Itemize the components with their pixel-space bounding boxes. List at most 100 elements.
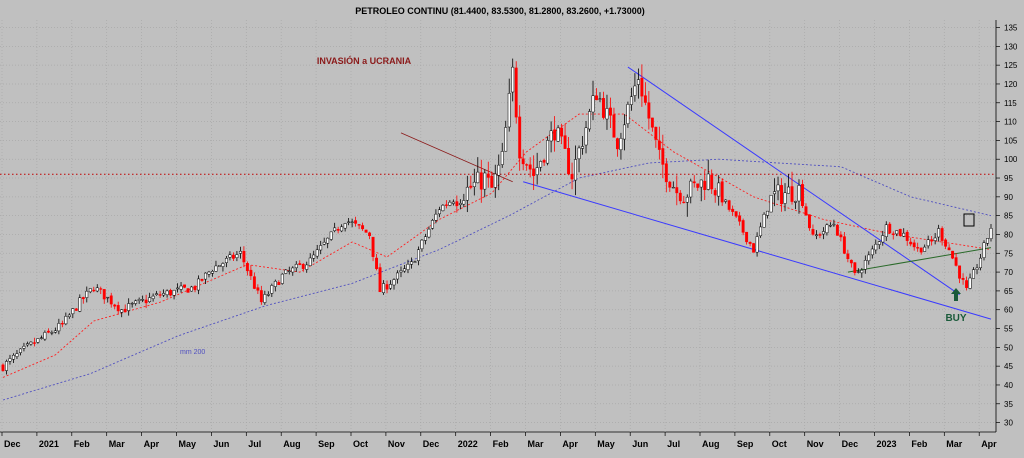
candle-body bbox=[123, 308, 127, 312]
candle-body bbox=[853, 262, 857, 274]
candle-body bbox=[427, 228, 431, 238]
y-tick-label: 50 bbox=[1004, 343, 1013, 352]
candle-body bbox=[636, 79, 640, 85]
candle-body bbox=[979, 257, 982, 269]
y-tick-label: 75 bbox=[1004, 249, 1013, 258]
candle-body bbox=[664, 163, 668, 183]
candle-body bbox=[891, 233, 895, 235]
candle-body bbox=[755, 236, 759, 253]
candle-body bbox=[727, 200, 731, 210]
candle-body bbox=[71, 308, 75, 315]
candle-body bbox=[378, 267, 382, 293]
candle-body bbox=[218, 265, 221, 267]
candle-body bbox=[347, 221, 351, 223]
candle-body bbox=[148, 297, 152, 302]
candle-body bbox=[745, 231, 749, 243]
candle-body bbox=[675, 187, 679, 194]
candles bbox=[1, 58, 993, 375]
candle-body bbox=[528, 164, 532, 170]
candle-body bbox=[909, 241, 913, 245]
candle-body bbox=[947, 247, 951, 251]
candle-body bbox=[8, 358, 12, 362]
y-tick-label: 35 bbox=[1004, 400, 1013, 409]
candle-body bbox=[951, 250, 955, 259]
candle-body bbox=[315, 249, 319, 257]
x-tick-label: Jun bbox=[632, 439, 648, 449]
candle-body bbox=[867, 254, 871, 262]
y-tick-label: 110 bbox=[1004, 118, 1017, 127]
candle-body bbox=[193, 286, 197, 291]
candle-body bbox=[179, 285, 183, 290]
x-tick-label: Dec bbox=[423, 439, 440, 449]
candle-body bbox=[643, 95, 647, 103]
candle-body bbox=[591, 95, 595, 113]
candle-body bbox=[176, 287, 180, 290]
candle-body bbox=[860, 269, 864, 274]
candle-body bbox=[382, 283, 385, 293]
candle-body bbox=[748, 241, 752, 244]
candle-body bbox=[916, 247, 920, 249]
candle-body bbox=[759, 226, 763, 237]
y-tick-label: 125 bbox=[1004, 61, 1018, 70]
candle-body bbox=[406, 263, 410, 270]
candle-body bbox=[50, 332, 54, 334]
ma-label: mm 200 bbox=[180, 349, 205, 356]
candle-body bbox=[214, 265, 218, 272]
candle-body bbox=[504, 127, 508, 152]
candle-body bbox=[584, 127, 588, 146]
candle-body bbox=[570, 173, 574, 180]
candle-body bbox=[350, 221, 354, 223]
candle-body bbox=[399, 270, 403, 273]
candle-body bbox=[640, 77, 644, 97]
candle-body bbox=[717, 182, 721, 197]
candle-body bbox=[361, 225, 365, 230]
candle-body bbox=[650, 117, 654, 128]
candle-body bbox=[954, 257, 958, 266]
candle-body bbox=[720, 181, 724, 203]
candle-body bbox=[211, 271, 214, 274]
candle-body bbox=[961, 277, 965, 280]
candle-body bbox=[598, 98, 602, 100]
candle-body bbox=[231, 254, 235, 259]
candle-body bbox=[92, 289, 96, 292]
candle-body bbox=[902, 232, 906, 237]
candle-body bbox=[476, 171, 480, 184]
candle-body bbox=[500, 151, 504, 165]
candle-body bbox=[326, 237, 330, 244]
candle-body bbox=[228, 254, 232, 258]
upper-trendline bbox=[627, 66, 960, 296]
event-pointer-line bbox=[400, 132, 513, 183]
buy-label: BUY bbox=[945, 313, 966, 324]
y-tick-label: 130 bbox=[1004, 42, 1018, 51]
candle-body bbox=[790, 186, 794, 202]
candle-body bbox=[298, 263, 302, 265]
candle-body bbox=[204, 272, 207, 280]
candle-body bbox=[186, 288, 190, 293]
candle-body bbox=[88, 288, 92, 293]
candle-body bbox=[647, 102, 651, 119]
support-trendline bbox=[847, 247, 992, 273]
candle-body bbox=[357, 224, 361, 226]
candle-body bbox=[322, 241, 326, 245]
candle-body bbox=[972, 269, 975, 279]
candle-body bbox=[923, 246, 927, 252]
candle-body bbox=[731, 208, 735, 212]
candle-body bbox=[521, 158, 525, 165]
event-label: INVASIÓN a UCRANIA bbox=[317, 55, 412, 66]
candle-body bbox=[78, 297, 82, 312]
candle-body bbox=[828, 225, 832, 227]
candle-body bbox=[710, 174, 714, 190]
candle-body bbox=[734, 211, 738, 217]
candle-body bbox=[849, 259, 853, 264]
x-tick-label: Mar bbox=[109, 439, 126, 449]
x-tick-label: May bbox=[597, 439, 615, 449]
candle-body bbox=[804, 206, 808, 216]
candle-body bbox=[238, 250, 242, 254]
candle-body bbox=[469, 185, 473, 188]
candle-body bbox=[888, 223, 892, 234]
candle-body bbox=[863, 260, 867, 270]
candle-body bbox=[151, 295, 155, 299]
candle-body bbox=[430, 220, 434, 229]
candle-body bbox=[870, 248, 874, 256]
